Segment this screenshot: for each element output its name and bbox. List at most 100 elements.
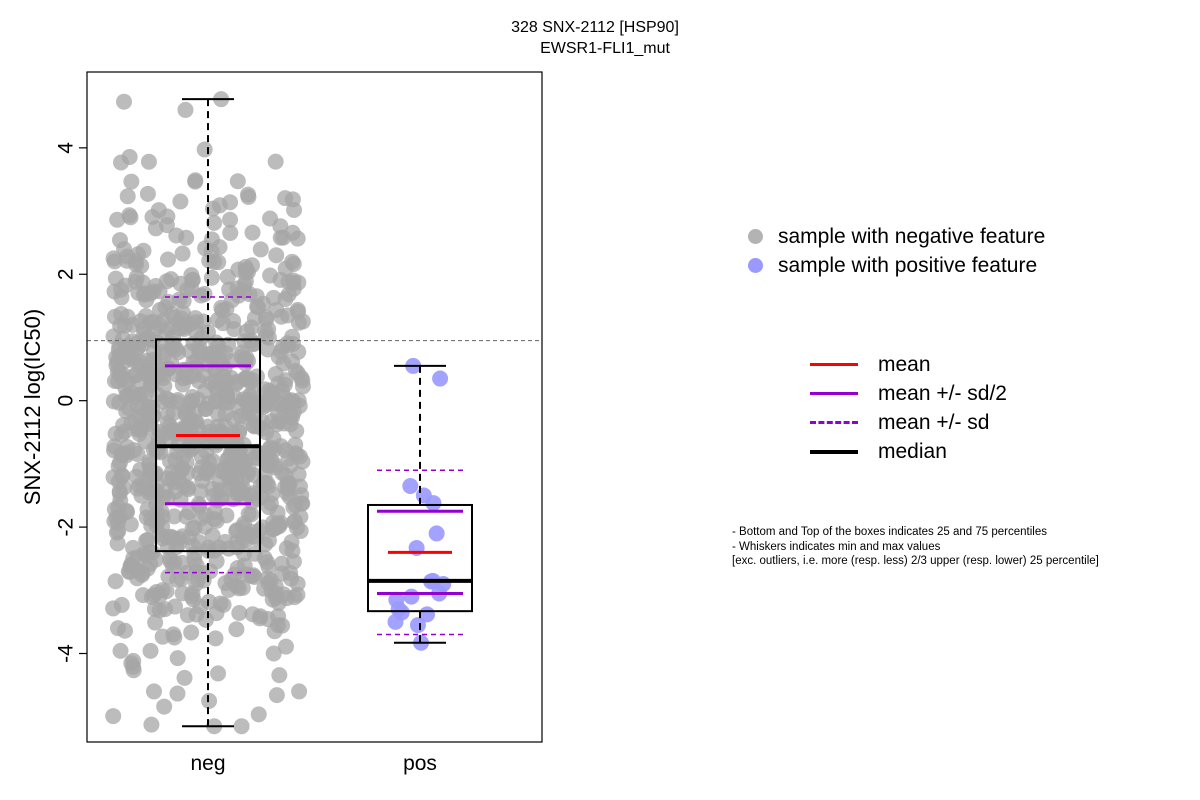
neg-sample-point xyxy=(267,153,284,170)
neg-sample-point xyxy=(105,600,122,617)
legend-group-label: sample with negative feature xyxy=(778,224,1046,248)
neg-sample-point xyxy=(179,368,196,385)
neg-sample-point xyxy=(155,370,172,387)
neg-sample-point xyxy=(137,308,154,325)
plot-frame xyxy=(86,71,543,743)
neg-sample-point xyxy=(260,532,277,549)
neg-sample-point xyxy=(106,253,123,270)
y-tick-label: 4 xyxy=(55,142,78,154)
neg-sample-point xyxy=(125,658,142,675)
neg-sample-point xyxy=(290,303,307,320)
neg-sample-point xyxy=(207,630,224,647)
neg-sample-point xyxy=(158,273,175,290)
neg-sample-point xyxy=(222,194,239,211)
neg-sample-point xyxy=(273,308,290,325)
neg-sample-point xyxy=(111,483,128,500)
neg-sample-point xyxy=(151,587,168,604)
x-tick-label-pos: pos xyxy=(403,752,437,775)
legend-group-item: sample with negative feature xyxy=(748,222,1045,251)
neg-sample-point xyxy=(111,454,128,471)
neg-sample-point xyxy=(288,422,305,439)
neg-sample-point xyxy=(105,393,122,410)
neg-sample-point xyxy=(289,586,306,603)
neg-sample-point xyxy=(159,251,176,268)
neg-sample-point xyxy=(107,573,124,590)
neg-sample-point xyxy=(268,687,285,704)
neg-sample-point xyxy=(210,254,227,271)
neg-sample-point xyxy=(110,499,127,516)
pos-box xyxy=(367,503,473,613)
neg-sample-point xyxy=(280,286,297,303)
neg-sample-point xyxy=(215,596,232,613)
neg-sample-point xyxy=(252,241,269,258)
neg-sample-point xyxy=(281,475,298,492)
neg-sample-point xyxy=(250,706,267,723)
neg-sample-point xyxy=(270,594,287,611)
neg-sample-point xyxy=(174,245,191,262)
neg-sample-point xyxy=(264,485,281,502)
neg-sample-point xyxy=(294,372,311,389)
neg-sample-point xyxy=(169,650,186,667)
neg-sample-point xyxy=(251,610,268,627)
note-line: - Bottom and Top of the boxes indicates … xyxy=(732,526,1047,538)
neg-sample-point xyxy=(260,321,277,338)
neg-sample-point xyxy=(273,555,290,572)
pos-sample-point xyxy=(428,525,445,542)
neg-sample-point xyxy=(191,465,208,482)
y-tick-label: -2 xyxy=(55,518,78,537)
boxplot-chart: -4 -2 0 2 4 neg pos SNX-2112 log(IC50) xyxy=(20,71,543,775)
neg-sample-point xyxy=(174,554,191,571)
neg-sample-point xyxy=(208,553,225,570)
neg-sample-point xyxy=(109,620,126,637)
neg-sample-point xyxy=(119,188,136,205)
neg-sample-point xyxy=(108,524,125,541)
neg-sample-point xyxy=(237,264,254,281)
legend-line-icon xyxy=(810,363,858,366)
neg-sample-point xyxy=(283,392,300,409)
neg-sample-point xyxy=(116,93,133,110)
pos-sample-point xyxy=(402,478,419,495)
neg-sample-point xyxy=(233,718,250,735)
neg-sample-point xyxy=(222,224,239,241)
neg-sample-point xyxy=(162,553,179,570)
neg-sample-point xyxy=(213,299,230,316)
neg-sample-point xyxy=(158,217,175,234)
neg-sample-point xyxy=(238,566,255,583)
neg-sample-point xyxy=(190,534,207,551)
pos-sample-point xyxy=(387,613,404,630)
neg-sample-point xyxy=(138,413,155,430)
neg-sample-point xyxy=(142,543,159,560)
neg-sample-point xyxy=(234,579,251,596)
neg-sample-point xyxy=(246,545,263,562)
neg-sample-point xyxy=(262,267,279,284)
y-tick-label: 0 xyxy=(55,395,78,407)
neg-sample-point xyxy=(250,299,267,316)
x-tick-label-neg: neg xyxy=(190,752,225,775)
pos-sample-point xyxy=(425,495,442,512)
neg-sample-point xyxy=(292,508,309,525)
neg-sample-point xyxy=(184,271,201,288)
neg-sample-point xyxy=(188,414,205,431)
neg-sample-point xyxy=(244,224,261,241)
neg-sample-point xyxy=(284,253,301,270)
neg-sample-point xyxy=(272,229,289,246)
neg-sample-point xyxy=(177,101,194,118)
neg-sample-point xyxy=(260,499,277,516)
neg-sample-point xyxy=(206,214,223,231)
neg-sample-point xyxy=(210,406,227,423)
neg-sample-point xyxy=(185,591,202,608)
chart-title-line2: EWSR1-FLI1_mut xyxy=(540,40,670,57)
pos-sample-point xyxy=(432,370,449,387)
neg-sample-point xyxy=(290,274,307,291)
neg-sample-point xyxy=(218,507,235,524)
neg-sample-point xyxy=(228,621,245,638)
neg-sample-point xyxy=(159,539,176,556)
neg-sample-point xyxy=(208,393,225,410)
neg-sample-point xyxy=(159,489,176,506)
neg-sample-point xyxy=(272,218,289,235)
neg-sample-point xyxy=(201,692,218,709)
neg-sample-point xyxy=(143,716,160,733)
neg-sample-point xyxy=(119,308,136,325)
neg-sample-point xyxy=(193,448,210,465)
neg-sample-point xyxy=(188,563,205,580)
